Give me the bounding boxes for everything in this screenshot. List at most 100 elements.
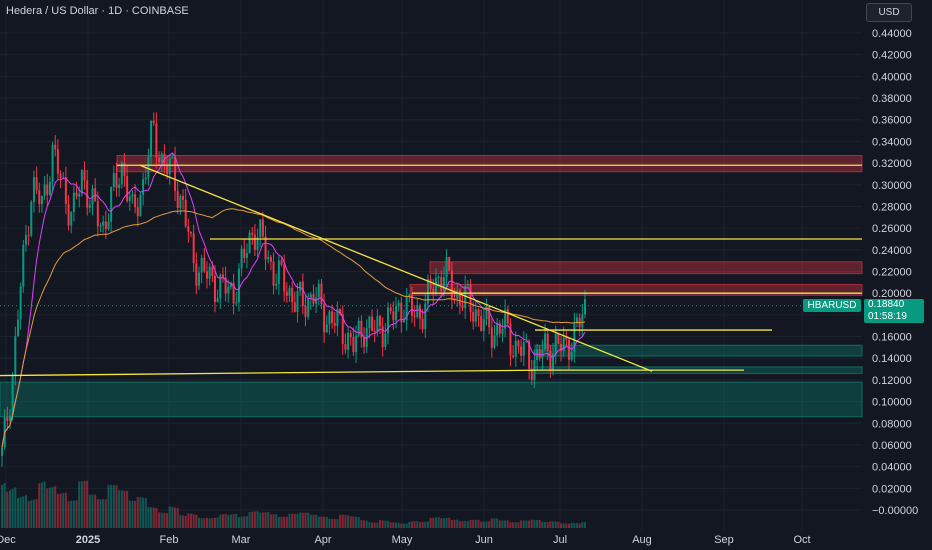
candle-body xyxy=(19,286,22,320)
candle-body xyxy=(99,225,102,227)
volume-bar xyxy=(216,517,219,528)
volume-bar xyxy=(30,500,33,528)
candle-body xyxy=(59,173,62,178)
volume-bar xyxy=(546,522,549,528)
volume-bar xyxy=(490,518,493,528)
volume-bar xyxy=(520,520,523,528)
candle-body xyxy=(357,320,360,336)
volume-bar xyxy=(269,514,272,528)
volume-bar xyxy=(16,498,19,528)
volume-bar xyxy=(235,513,238,528)
candle-body xyxy=(557,334,560,344)
x-tick-label: Mar xyxy=(232,534,251,546)
volume-bar xyxy=(174,507,177,528)
candle-body xyxy=(501,328,504,334)
candle-body xyxy=(261,219,264,237)
volume-bar xyxy=(14,487,17,528)
candle-body xyxy=(24,235,27,245)
candle-body xyxy=(27,235,30,237)
volume-bar xyxy=(416,521,419,528)
volume-bar xyxy=(565,523,568,528)
volume-bar xyxy=(285,516,288,528)
candle-body xyxy=(416,305,419,318)
volume-bar xyxy=(131,500,134,528)
volume-bar xyxy=(256,511,259,528)
volume-bar xyxy=(24,495,27,528)
candle-body xyxy=(147,156,150,178)
volume-bar xyxy=(187,513,190,528)
candle-body xyxy=(237,268,240,303)
candle-body xyxy=(51,144,54,182)
candle-body xyxy=(179,195,182,209)
candle-body xyxy=(525,340,528,343)
support-zone xyxy=(0,381,863,418)
volume-bar xyxy=(426,521,429,528)
volume-bar xyxy=(371,522,374,528)
volume-bar xyxy=(573,523,576,528)
volume-bar xyxy=(35,498,38,528)
volume-bar xyxy=(429,517,432,528)
candle-body xyxy=(312,294,315,304)
candle-body xyxy=(192,233,195,264)
volume-bar xyxy=(22,496,25,528)
candle-body xyxy=(299,281,302,292)
volume-bar xyxy=(528,520,531,528)
y-tick-label: 0.44000 xyxy=(872,28,912,40)
candle-body xyxy=(166,165,169,175)
candle-body xyxy=(373,330,376,332)
candle-body xyxy=(402,320,405,323)
plot-area[interactable] xyxy=(0,0,862,530)
candle-body xyxy=(408,294,411,297)
candle-body xyxy=(213,275,216,303)
volume-bar xyxy=(110,484,113,528)
volume-bar xyxy=(219,514,222,528)
candle-body xyxy=(112,173,115,187)
volume-bar xyxy=(456,519,459,528)
volume-bar xyxy=(120,490,123,528)
volume-bar xyxy=(445,517,448,528)
candle-body xyxy=(331,311,334,323)
candle-body xyxy=(30,201,33,236)
volume-bar xyxy=(450,519,453,528)
candle-body xyxy=(102,221,105,226)
volume-bar xyxy=(293,513,296,528)
candle-body xyxy=(309,294,312,300)
candle-body xyxy=(46,184,49,195)
candle-body xyxy=(240,248,243,269)
volume-bar xyxy=(163,512,166,528)
volume-bar xyxy=(19,497,22,528)
candle-body xyxy=(277,260,280,284)
volume-bar xyxy=(373,522,376,528)
x-axis[interactable]: Dec 2025 Feb Mar Apr May Jun Jul Aug Sep Oct xyxy=(0,534,811,546)
candle-body xyxy=(200,257,203,273)
candle-body xyxy=(426,279,429,304)
candle-body xyxy=(197,272,200,286)
candle-body xyxy=(54,144,57,150)
volume-bar xyxy=(442,518,445,528)
volume-bar xyxy=(517,522,520,528)
volume-bar xyxy=(32,499,35,528)
y-tick-label: 0.30000 xyxy=(872,180,912,192)
volume-bar xyxy=(301,512,304,528)
volume-bar xyxy=(99,499,102,528)
candle-body xyxy=(155,123,158,158)
x-tick-label: 2025 xyxy=(76,534,100,546)
volume-bar xyxy=(211,518,214,528)
candle-body xyxy=(581,314,584,328)
currency-button[interactable]: USD xyxy=(866,3,912,22)
volume-bar xyxy=(458,521,461,528)
candle-body xyxy=(288,287,291,296)
candle-body xyxy=(514,340,517,357)
y-axis[interactable]: 0.44000 0.42000 0.40000 0.38000 0.36000 0.340… xyxy=(872,28,918,517)
volume-bar xyxy=(525,520,528,528)
volume-bar xyxy=(349,516,352,528)
candle-body xyxy=(368,316,371,329)
candle-body xyxy=(437,276,440,278)
candle-body xyxy=(243,248,246,258)
volume-bar xyxy=(394,522,397,528)
volume-bar xyxy=(466,520,469,528)
candle-body xyxy=(584,299,586,315)
volume-bar xyxy=(176,508,179,528)
candle-body xyxy=(325,324,328,333)
